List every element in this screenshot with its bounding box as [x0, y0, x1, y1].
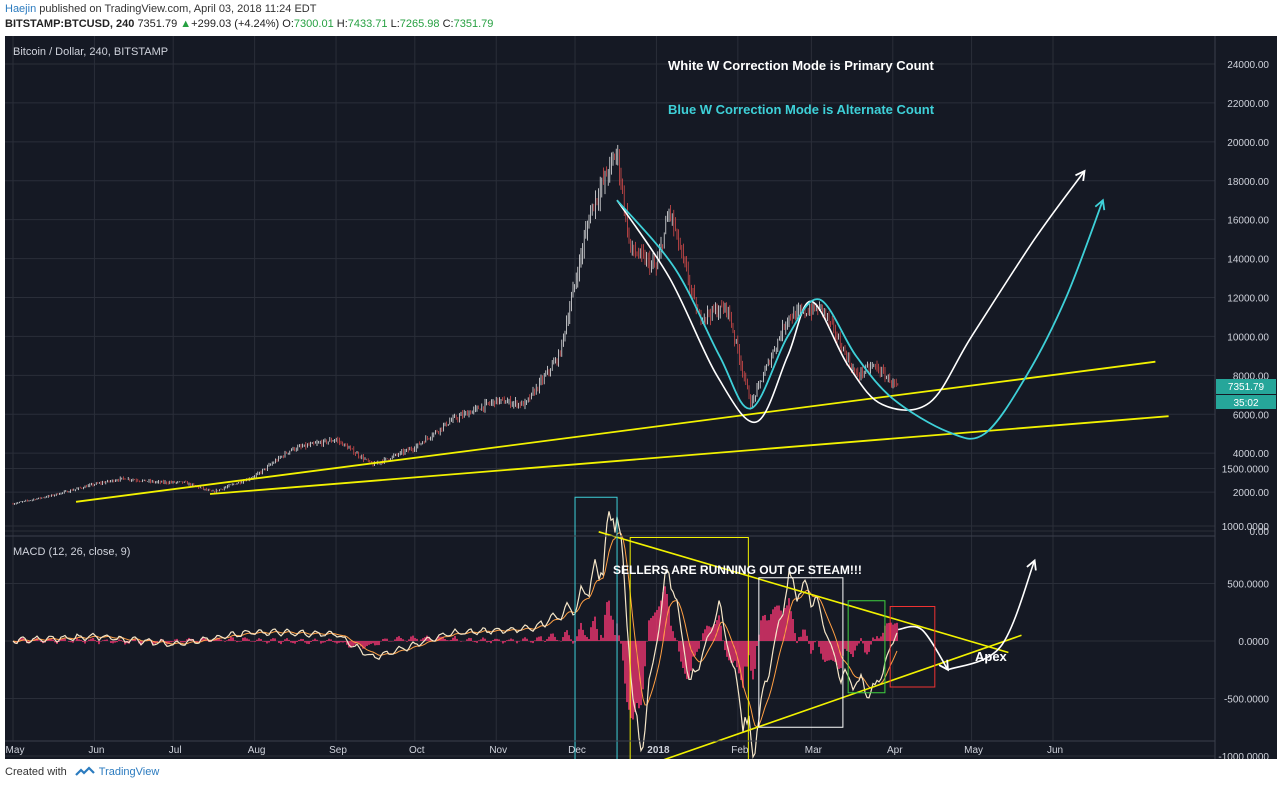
- trendline-upper: [75, 360, 1156, 503]
- change-value: +299.03 (+4.24%): [191, 18, 280, 30]
- price-tick-label: 4000.00: [1233, 449, 1270, 460]
- time-tick-label: Nov: [489, 745, 507, 756]
- price-tick-label: 6000.00: [1233, 410, 1270, 421]
- countdown-tag: [1216, 395, 1276, 409]
- macd-pane: [12, 511, 898, 759]
- white-arrow-icon: [1075, 169, 1086, 182]
- last-price-tag-text: 7351.79: [1228, 382, 1265, 393]
- macd-up-arrow-icon: [1026, 558, 1037, 571]
- macd-highlight-box: [847, 600, 886, 694]
- time-tick-label: Oct: [409, 745, 425, 756]
- countdown-tag-text: 35:02: [1233, 398, 1258, 409]
- last-price-tag: [1216, 379, 1276, 394]
- close-label: C:: [442, 18, 454, 30]
- candles: [12, 144, 899, 505]
- macd-title: MACD (12, 26, close, 9): [13, 546, 130, 558]
- trendline-lower: [209, 415, 1169, 495]
- annotation-sellers: SELLERS ARE RUNNING OUT OF STEAM!!!: [613, 563, 862, 577]
- open-label: O:: [282, 18, 294, 30]
- price-tick-label: 14000.00: [1227, 255, 1269, 266]
- macd-projection-up: [947, 560, 1036, 671]
- macd-highlight-box: [574, 496, 618, 789]
- cyan-arrow-icon: [1094, 198, 1106, 211]
- time-tick-label: Jun: [1047, 745, 1063, 756]
- macd-tick-label: 0.0000: [1238, 637, 1269, 648]
- footer: Created with TradingView: [5, 766, 159, 778]
- macd-signal-line: [12, 532, 898, 728]
- grid: [5, 36, 1215, 757]
- author-link[interactable]: Haejin: [5, 3, 37, 15]
- macd-tick-label: -1000.0000: [1218, 752, 1269, 759]
- symbol-info: BITSTAMP:BTCUSD, 240 7351.79 ▲+299.03 (+…: [5, 18, 493, 30]
- macd-highlight-box: [889, 606, 936, 688]
- price-tick-label: 12000.00: [1227, 294, 1269, 305]
- macd-tick-label: 1500.0000: [1222, 465, 1270, 476]
- low-label: L:: [390, 18, 400, 30]
- time-tick-label: Apr: [887, 745, 903, 756]
- macd-trendline-lower: [624, 634, 1022, 775]
- macd-highlight-box: [758, 577, 844, 728]
- price-tick-label: 10000.00: [1227, 332, 1269, 343]
- macd-overlays: [574, 496, 1037, 789]
- publish-text: published on TradingView.com, April 03, …: [36, 3, 317, 15]
- white-w-path: [616, 170, 1086, 423]
- annotation-alternate-count: Blue W Correction Mode is Alternate Coun…: [668, 102, 935, 117]
- price-tick-label: 8000.00: [1233, 371, 1270, 382]
- price-tick-label: 16000.00: [1227, 216, 1269, 227]
- price-tick-label: 0.00: [1250, 527, 1270, 538]
- time-tick-label: Aug: [248, 745, 266, 756]
- tradingview-logo-icon: [74, 766, 95, 776]
- time-tick-label: Mar: [805, 745, 823, 756]
- price-tick-label: 20000.00: [1227, 138, 1269, 149]
- macd-projection-down: [897, 625, 949, 671]
- publish-info: Haejin published on TradingView.com, Apr…: [5, 3, 316, 15]
- price-tick-label: 22000.00: [1227, 99, 1269, 110]
- axes: 24000.00 22000.00 20000.00 18000.00 16000.00…: [6, 60, 1270, 763]
- last-price: 7351.79: [137, 18, 178, 30]
- cyan-w-path: [616, 199, 1104, 440]
- macd-line: [12, 511, 898, 759]
- chart-container[interactable]: 24000.00 22000.00 20000.00 18000.00 16000.00…: [5, 36, 1277, 789]
- price-tick-label: 18000.00: [1227, 177, 1269, 188]
- tradingview-link[interactable]: TradingView: [98, 766, 160, 778]
- time-tick-label: Dec: [568, 745, 586, 756]
- overlays: [75, 169, 1169, 503]
- open-value: 7300.01: [293, 18, 334, 30]
- time-tick-label: May: [6, 745, 25, 756]
- macd-tick-label: -500.0000: [1224, 695, 1269, 706]
- time-tick-label: Sep: [329, 745, 347, 756]
- macd-tick-label: 1000.0000: [1222, 522, 1270, 533]
- created-with-text: Created with: [5, 766, 67, 778]
- close-value: 7351.79: [453, 18, 494, 30]
- time-tick-label: Jun: [88, 745, 104, 756]
- high-value: 7433.71: [347, 18, 388, 30]
- time-tick-label: 2018: [647, 745, 670, 756]
- price-tick-label: 2000.00: [1233, 488, 1270, 499]
- chart-title: Bitcoin / Dollar, 240, BITSTAMP: [13, 46, 168, 58]
- price-tick-label: 24000.00: [1227, 60, 1269, 71]
- time-tick-label: Jul: [169, 745, 182, 756]
- macd-down-arrow-icon: [938, 659, 949, 672]
- macd-tick-label: 500.0000: [1227, 580, 1269, 591]
- low-value: 7265.98: [399, 18, 440, 30]
- annotation-apex: Apex: [975, 649, 1008, 664]
- macd-trendline-upper: [598, 531, 1009, 654]
- time-tick-label: May: [964, 745, 983, 756]
- chart-svg[interactable]: 24000.00 22000.00 20000.00 18000.00 16000.00…: [5, 36, 1277, 789]
- change-arrow-icon: ▲: [180, 18, 192, 30]
- annotation-primary-count: White W Correction Mode is Primary Count: [668, 58, 934, 73]
- symbol-label: BITSTAMP:BTCUSD, 240: [5, 18, 135, 30]
- high-label: H:: [336, 18, 348, 30]
- time-tick-label: Feb: [731, 745, 749, 756]
